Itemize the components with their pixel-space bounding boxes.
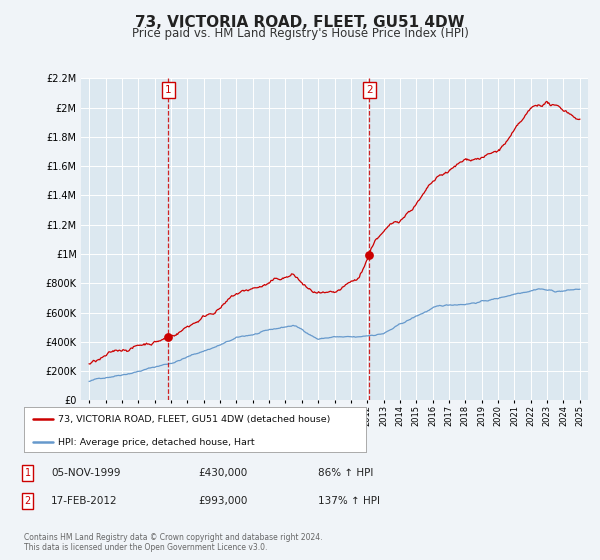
Text: 137% ↑ HPI: 137% ↑ HPI	[318, 496, 380, 506]
Text: 2: 2	[25, 496, 31, 506]
Text: 1: 1	[165, 85, 172, 95]
Text: 1: 1	[25, 468, 31, 478]
Text: HPI: Average price, detached house, Hart: HPI: Average price, detached house, Hart	[58, 437, 255, 446]
Text: 2: 2	[366, 85, 373, 95]
Text: 73, VICTORIA ROAD, FLEET, GU51 4DW (detached house): 73, VICTORIA ROAD, FLEET, GU51 4DW (deta…	[58, 415, 331, 424]
Text: Contains HM Land Registry data © Crown copyright and database right 2024.: Contains HM Land Registry data © Crown c…	[24, 533, 323, 542]
Text: £430,000: £430,000	[198, 468, 247, 478]
Text: £993,000: £993,000	[198, 496, 247, 506]
Text: This data is licensed under the Open Government Licence v3.0.: This data is licensed under the Open Gov…	[24, 543, 268, 552]
Text: 73, VICTORIA ROAD, FLEET, GU51 4DW: 73, VICTORIA ROAD, FLEET, GU51 4DW	[135, 15, 465, 30]
Text: 05-NOV-1999: 05-NOV-1999	[51, 468, 121, 478]
Text: 86% ↑ HPI: 86% ↑ HPI	[318, 468, 373, 478]
Text: Price paid vs. HM Land Registry's House Price Index (HPI): Price paid vs. HM Land Registry's House …	[131, 27, 469, 40]
Text: 17-FEB-2012: 17-FEB-2012	[51, 496, 118, 506]
Point	[164, 333, 173, 342]
Point	[364, 250, 374, 259]
